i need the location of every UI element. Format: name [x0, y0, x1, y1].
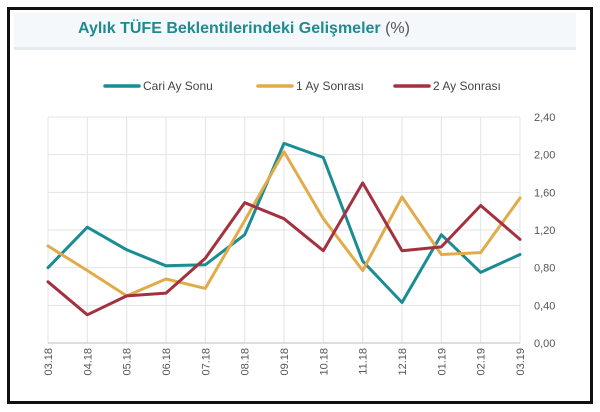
x-tick-labels: 03.18 04.18 05.18 06.18 07.18 08.18 09.18 10.18…: [43, 348, 527, 376]
chart-gridlines: [47, 116, 521, 344]
x-tick-label: 07.18: [200, 348, 212, 376]
y-tick-labels: 0,00 0,40 0,80 1,20 1,60 2,00 2,40: [534, 112, 555, 350]
x-tick-label: 03.19: [515, 348, 527, 376]
chart-title: Aylık TÜFE Beklentilerindeki Gelişmeler …: [78, 20, 410, 38]
x-tick-label: 09.18: [279, 348, 291, 376]
x-tick-label: 01.19: [436, 348, 448, 376]
series-line-cari-ay-sonu: [46, 141, 522, 304]
series-line-2-ay-sonras-: [46, 181, 522, 317]
chart-series: [46, 141, 522, 317]
legend-label: 1 Ay Sonrası: [296, 79, 364, 93]
y-tick-label: 0,40: [534, 300, 555, 312]
x-tick-label: 02.19: [476, 348, 488, 376]
x-tick-label: 12.18: [397, 348, 409, 376]
x-tick-label: 05.18: [122, 348, 134, 376]
y-tick-label: 1,60: [534, 187, 555, 199]
chart-header-band: [14, 13, 576, 50]
chart-legend: Cari Ay Sonu 1 Ay Sonrası 2 Ay Sonrası: [103, 79, 501, 93]
x-tick-label: 03.18: [43, 348, 55, 376]
chart-frame: [7, 7, 593, 404]
x-tick-label: 04.18: [82, 348, 94, 376]
y-tick-label: 0,80: [534, 263, 555, 275]
legend-label: Cari Ay Sonu: [143, 79, 213, 93]
y-tick-label: 0,00: [534, 338, 555, 350]
legend-label: 2 Ay Sonrası: [433, 79, 501, 93]
y-tick-label: 1,20: [534, 225, 555, 237]
x-tick-label: 08.18: [240, 348, 252, 376]
y-tick-label: 2,40: [534, 112, 555, 124]
y-tick-label: 2,00: [534, 150, 555, 162]
x-tick-label: 06.18: [161, 348, 173, 376]
chart-title-unit: (%): [385, 20, 410, 37]
chart-title-text: Aylık TÜFE Beklentilerindeki Gelişmeler: [78, 20, 381, 37]
x-tick-label: 10.18: [318, 348, 330, 376]
x-tick-label: 11.18: [358, 348, 370, 375]
